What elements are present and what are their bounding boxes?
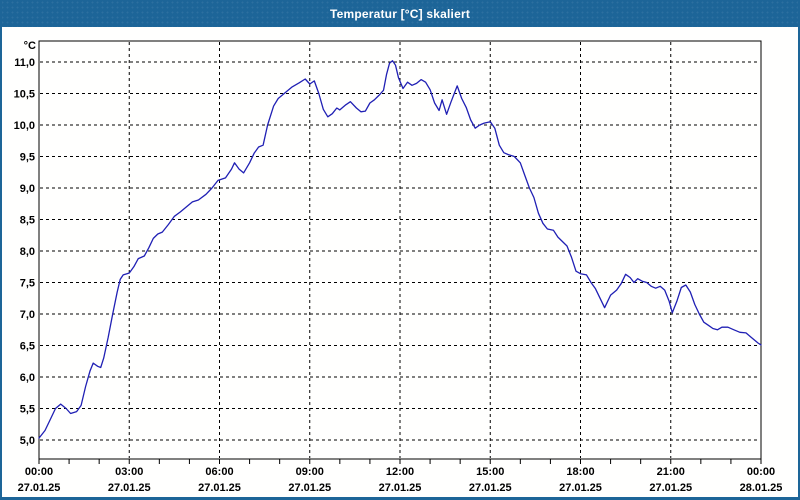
x-axis-time-label: 00:00	[25, 466, 53, 478]
x-axis-date-label: 27.01.25	[198, 482, 241, 494]
y-axis-tick-label: 7,0	[20, 309, 35, 321]
x-axis-time-label: 09:00	[296, 466, 324, 478]
x-axis-time-label: 03:00	[115, 466, 143, 478]
x-axis-time-label: 15:00	[476, 466, 504, 478]
y-axis-tick-label: 10,5	[14, 89, 35, 101]
temperature-line-chart: 11,0 10,5 10,0 9,5 9,0 8,5 8,0 7,5 7,0 6,5 6,0 5,5 5…	[14, 40, 783, 494]
y-axis-unit-label: °C	[24, 40, 36, 52]
window-titlebar[interactable]: Temperatur [°C] skaliert	[2, 0, 798, 27]
x-axis-date-label: 27.01.25	[18, 482, 61, 494]
x-axis-date-label: 27.01.25	[108, 482, 151, 494]
y-axis-tick-label: 9,5	[20, 152, 35, 164]
x-axis-time-label: 00:00	[747, 466, 775, 478]
x-axis-time-label: 06:00	[205, 466, 233, 478]
y-axis-tick-label: 9,0	[20, 183, 35, 195]
x-axis-date-label: 27.01.25	[469, 482, 512, 494]
x-axis-date-label: 27.01.25	[379, 482, 422, 494]
y-axis-tick-label: 6,5	[20, 341, 35, 353]
temperature-series-line	[38, 60, 762, 439]
y-axis-tick-label: 7,5	[20, 278, 35, 290]
y-axis-tick-label: 5,5	[20, 404, 35, 416]
x-axis-date-label: 28.01.25	[740, 482, 783, 494]
x-axis-time-label: 12:00	[386, 466, 414, 478]
plot-border	[38, 40, 762, 460]
x-axis-time-label: 18:00	[566, 466, 594, 478]
temperature-chart: 11,0 10,5 10,0 9,5 9,0 8,5 8,0 7,5 7,0 6,5 6,0 5,5 5…	[2, 27, 798, 497]
x-axis-time-label: 21:00	[657, 466, 685, 478]
x-axis-date-label: 27.01.25	[649, 482, 692, 494]
window-title: Temperatur [°C] skaliert	[329, 6, 471, 21]
y-axis-tick-label: 6,0	[20, 372, 35, 384]
x-axis-date-label: 27.01.25	[288, 482, 331, 494]
y-axis-tick-label: 8,5	[20, 215, 35, 227]
y-axis-tick-label: 5,0	[20, 435, 35, 447]
x-axis-date-label: 27.01.25	[559, 482, 602, 494]
y-axis-tick-label: 10,0	[14, 120, 35, 132]
y-axis-tick-label: 8,0	[20, 246, 35, 258]
y-axis-tick-label: 11,0	[14, 57, 35, 69]
